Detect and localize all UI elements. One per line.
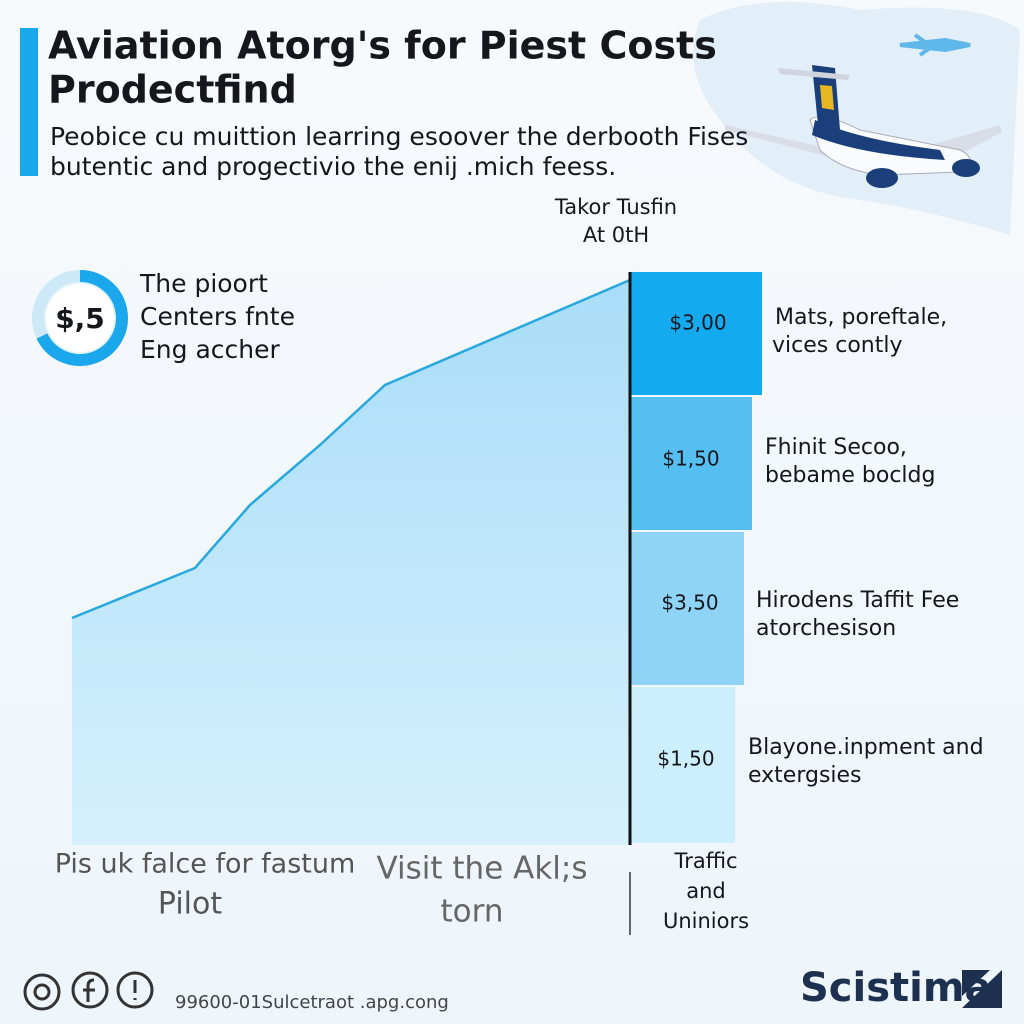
gauge-value: $,5 bbox=[55, 302, 105, 335]
bar-label: $3,00 bbox=[669, 311, 726, 335]
plane bbox=[725, 33, 1002, 188]
bottom-label: torn bbox=[441, 894, 504, 930]
bottom-label: Traffic bbox=[673, 849, 737, 873]
bar-label: $3,50 bbox=[661, 591, 718, 615]
bottom-label: Uniniors bbox=[663, 909, 749, 933]
bottom-label: and bbox=[686, 879, 726, 903]
bar-label: $1,50 bbox=[657, 747, 714, 771]
bar-text: Blayone.inpment and bbox=[748, 735, 984, 760]
bar bbox=[630, 397, 752, 530]
gauge-arc bbox=[36, 270, 128, 366]
brand-logo bbox=[962, 970, 1002, 1008]
footer-url: 99600-01Sulcetraot .apg.cong bbox=[175, 992, 449, 1013]
bar-label: $1,50 bbox=[662, 447, 719, 471]
bar bbox=[630, 687, 735, 843]
title: Aviation Atorg's for Piest Costs bbox=[48, 24, 717, 68]
subtitle: butentic and progectivio the enij .mich … bbox=[50, 152, 616, 181]
bar-text: atorchesison bbox=[756, 616, 896, 641]
brand: Scistima bbox=[800, 965, 992, 1011]
bottom-label: Pilot bbox=[158, 887, 222, 922]
title: Prodectfind bbox=[48, 68, 297, 112]
bar-text: bebame bocldg bbox=[765, 463, 935, 488]
area-line bbox=[71, 278, 631, 620]
bars-header: Takor Tusfin bbox=[554, 195, 677, 219]
subtitle: Peobice cu muittion learring esoover the… bbox=[50, 122, 748, 151]
bar-text: Mats, poreftale, bbox=[775, 305, 947, 330]
gauge-text: Centers fnte bbox=[140, 302, 295, 331]
bars-header: At 0tH bbox=[583, 223, 649, 247]
bar-text: vices contly bbox=[772, 333, 902, 358]
cloud bbox=[693, 2, 1020, 235]
bar-text: Hirodens Taffit Fee bbox=[756, 588, 959, 613]
social-icons bbox=[23, 971, 154, 1011]
accent-bar bbox=[20, 28, 38, 176]
bar-text: extergsies bbox=[748, 763, 862, 788]
gauge-text: The pioort bbox=[139, 269, 268, 298]
bar bbox=[630, 272, 762, 395]
bar-text: Fhinit Secoo, bbox=[765, 435, 907, 460]
gauge-text: Eng accher bbox=[140, 335, 280, 364]
gauge-center bbox=[46, 284, 114, 352]
bar bbox=[630, 532, 744, 685]
bottom-label: Pis uk falce for fastum bbox=[55, 849, 356, 880]
area bbox=[72, 280, 630, 845]
bottom-label: Visit the Akl;s bbox=[376, 851, 587, 887]
